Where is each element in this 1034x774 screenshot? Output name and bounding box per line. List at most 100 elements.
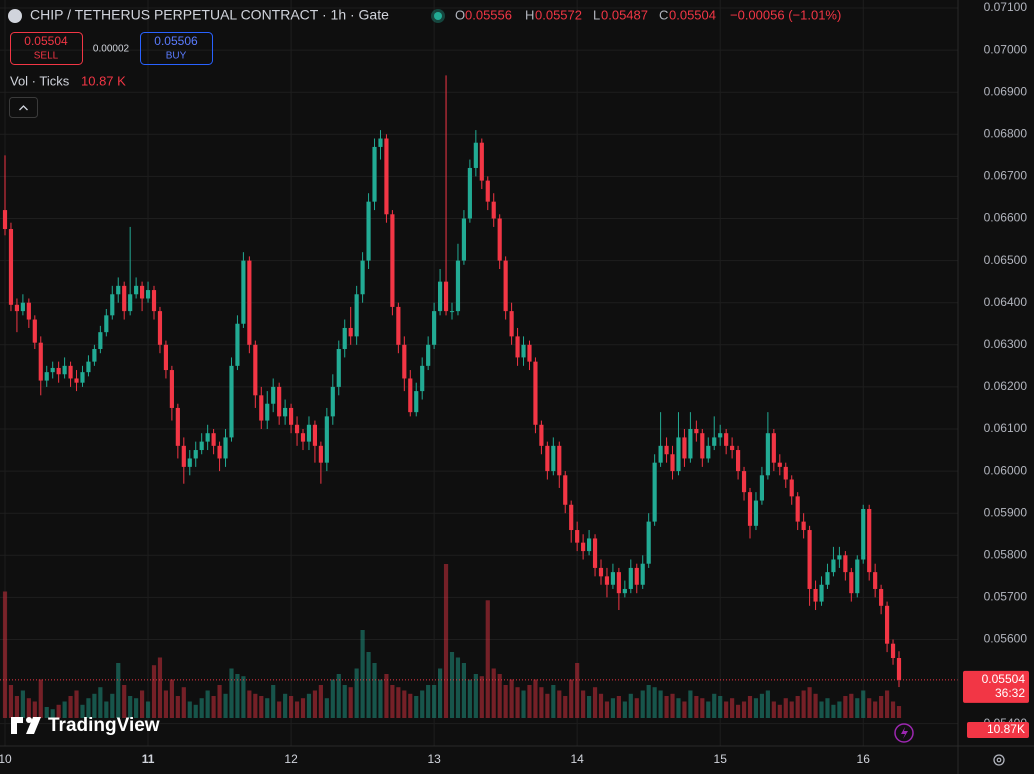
volume-bar [461, 662, 467, 718]
candle-body [318, 445, 323, 463]
volume-bar [211, 695, 216, 718]
volume-bar [807, 687, 812, 718]
candle-body [324, 416, 329, 463]
countdown: 36:32 [995, 686, 1025, 700]
candle-body [408, 378, 413, 413]
alert-icon[interactable] [894, 723, 914, 743]
volume-bar [56, 704, 61, 718]
volume-bar [336, 673, 341, 718]
candle-body [843, 555, 848, 573]
candle-body [145, 290, 151, 299]
volume-bar [491, 668, 496, 718]
collapse-button[interactable] [9, 97, 38, 118]
ohlc-label: L [593, 7, 600, 22]
candle-body [747, 492, 753, 526]
volume-bar [849, 693, 854, 718]
candle-body [443, 281, 449, 312]
logo-part [26, 717, 32, 723]
candle-body [50, 367, 55, 373]
y-tick-label: 0.06100 [984, 421, 1028, 435]
volume-bar [443, 563, 449, 718]
candle-body [420, 365, 425, 392]
volume-bar [38, 679, 43, 718]
logo-part [11, 717, 23, 734]
candle-body [849, 572, 854, 594]
candle-body [688, 428, 693, 459]
volume-bar [610, 698, 616, 718]
ohlc-value: 0.05556 [465, 7, 512, 22]
volume-bar [765, 690, 770, 718]
chart-title: CHIP / TETHERUS PERPETUAL CONTRACT · 1h … [30, 7, 389, 23]
volume-bar [628, 693, 633, 718]
volume-bar [676, 698, 681, 718]
candle-body [569, 504, 574, 531]
volume-bar [598, 693, 604, 718]
y-tick-label: 0.05800 [984, 547, 1028, 561]
ohlc-label: C [659, 7, 668, 22]
volume-bar [789, 701, 794, 718]
volume-bar [706, 701, 711, 718]
candle-body [515, 336, 520, 358]
volume-bar [563, 695, 568, 718]
volume-bar [145, 701, 151, 718]
candle-body [545, 445, 550, 472]
candle-body [646, 521, 651, 564]
candle-body [682, 437, 687, 459]
volume-bar [2, 591, 8, 718]
candle-body [884, 605, 890, 644]
candle-body [354, 294, 359, 337]
volume-bar [259, 695, 264, 718]
volume-layer [2, 563, 902, 718]
y-tick-label: 0.06800 [984, 126, 1028, 140]
volume-bar [890, 701, 896, 718]
candle-body [473, 142, 478, 168]
candle-body [86, 361, 91, 373]
volume-bar [86, 698, 91, 718]
y-tick-label: 0.06400 [984, 295, 1028, 309]
candle-body [604, 576, 610, 585]
candle-body [116, 285, 121, 295]
candle-body [402, 344, 407, 379]
sell-button[interactable] [10, 32, 83, 65]
candle-body [98, 332, 103, 350]
candle-body [694, 428, 699, 434]
candle-body [563, 475, 568, 505]
candle-body [741, 471, 747, 493]
candle-body [44, 372, 49, 381]
volume-bar [68, 695, 73, 718]
volume-bar [771, 701, 776, 718]
last-price-label: 0.05504 [982, 672, 1026, 686]
settings-icon[interactable] [993, 754, 1005, 766]
volume-bar [426, 684, 431, 718]
volume-bar [348, 687, 353, 718]
volume-bar [384, 673, 389, 718]
volume-bar [14, 695, 20, 718]
volume-bar [741, 701, 747, 718]
candle-body [879, 588, 884, 606]
volume-bar [455, 657, 461, 718]
volume-axis-box [967, 722, 1029, 738]
volume-bar [74, 690, 79, 718]
candle-body [753, 500, 759, 526]
candle-body [652, 462, 657, 522]
candle-body [104, 315, 109, 333]
volume-bar [592, 687, 598, 718]
volume-bar [581, 690, 586, 718]
x-tick-label: 10 [0, 752, 12, 766]
volume-bar [157, 657, 163, 718]
volume-bar [879, 695, 884, 718]
candle-body [336, 349, 341, 387]
volume-bar [324, 698, 329, 718]
symbol-icon [8, 9, 22, 23]
x-tick-label: 15 [714, 752, 728, 766]
volume-bar [8, 684, 14, 718]
volume-bar [694, 695, 699, 718]
candle-body [634, 567, 639, 585]
candle-body [294, 424, 300, 434]
buy-button[interactable] [140, 32, 213, 65]
ohlc-label: H [525, 7, 534, 22]
candle-body [575, 530, 580, 543]
candle-body [384, 138, 389, 215]
volume-bar [50, 709, 55, 718]
volume-bar [44, 706, 49, 718]
